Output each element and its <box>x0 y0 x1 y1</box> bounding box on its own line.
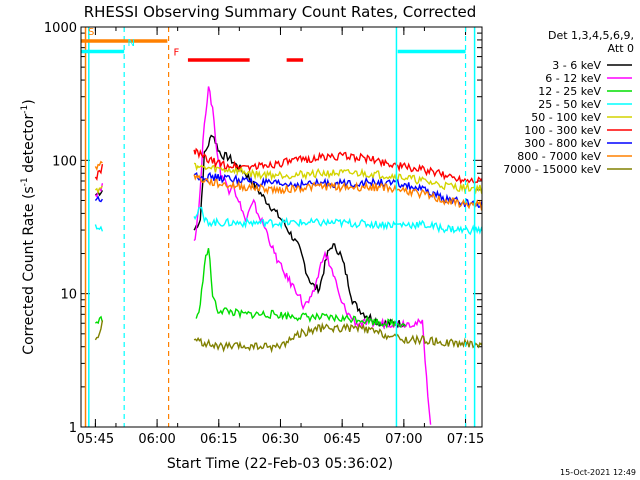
y-tick-label: 10 <box>60 288 77 303</box>
y-tick-label: 1 <box>69 421 77 436</box>
series-line <box>195 248 406 329</box>
legend-entry-label: 100 - 300 keV <box>524 124 601 137</box>
series-line <box>94 315 104 325</box>
flag-label: N <box>127 38 134 49</box>
series-line <box>94 320 104 341</box>
x-tick-label: 07:15 <box>447 432 484 447</box>
x-tick-labels: 05:45 06:00 06:15 06:30 06:45 07:00 07:15 <box>77 432 485 447</box>
y-tick-label: 1000 <box>44 21 77 36</box>
series-line <box>94 190 104 197</box>
series-line <box>94 163 104 181</box>
series-line <box>193 134 407 330</box>
y-axis-label-part3: ) <box>21 99 37 104</box>
series-line <box>193 173 482 212</box>
x-axis-label: Start Time (22-Feb-03 05:36:02) <box>167 456 393 472</box>
series-line <box>193 147 482 185</box>
y-tick-labels: 1 10 100 1000 <box>44 21 77 436</box>
legend-entry-label: 50 - 100 keV <box>531 111 601 124</box>
plot-timestamp: 15-Oct-2021 12:49 <box>560 468 636 477</box>
series-line <box>94 160 103 171</box>
legend-entry-label: 6 - 12 keV <box>545 72 601 85</box>
series-line <box>193 162 482 195</box>
plot-frame <box>80 26 483 428</box>
legend-entry-label: 7000 - 15000 keV <box>503 163 601 176</box>
legend-entry-label: 300 - 800 keV <box>524 137 601 150</box>
series-line <box>193 321 482 354</box>
x-tick-label: 06:30 <box>262 432 299 447</box>
series-line <box>193 206 482 236</box>
chart-title: RHESSI Observing Summary Count Rates, Co… <box>84 3 477 21</box>
x-tick-label: 07:00 <box>385 432 422 447</box>
legend-entry-label: 12 - 25 keV <box>538 85 601 98</box>
x-tick-label: 06:15 <box>200 432 237 447</box>
plot-area: S N F <box>80 26 483 428</box>
y-axis-label: Corrected Count Rate (s-1 detector-1) <box>20 99 37 354</box>
series-line <box>94 185 103 195</box>
y-tick-label: 100 <box>52 154 77 169</box>
y-axis-label-sup2: -1 <box>20 105 30 114</box>
series-group <box>94 86 482 425</box>
legend-entry-label: 25 - 50 keV <box>538 98 601 111</box>
x-tick-label: 06:00 <box>138 432 175 447</box>
flag-label: S <box>88 27 94 38</box>
x-tick-label: 05:45 <box>77 432 114 447</box>
y-axis-label-part1: Corrected Count Rate (s <box>21 186 37 354</box>
legend-header-attenuator: Att 0 <box>608 42 634 55</box>
legend-header-detectors: Det 1,3,4,5,6,9, <box>548 29 634 42</box>
overlay-layer: S N F <box>81 27 476 427</box>
series-line <box>193 86 432 425</box>
legend-entry-label: 3 - 6 keV <box>552 59 601 72</box>
series-line <box>94 195 103 203</box>
y-axis-label-sup1: -1 <box>20 177 30 186</box>
series-layer <box>94 86 482 425</box>
y-axis-label-part2: detector <box>21 114 37 178</box>
series-line <box>94 224 104 232</box>
x-tick-label: 06:45 <box>323 432 360 447</box>
legend-entry-label: 800 - 7000 keV <box>517 150 601 163</box>
flag-label: F <box>174 48 180 59</box>
